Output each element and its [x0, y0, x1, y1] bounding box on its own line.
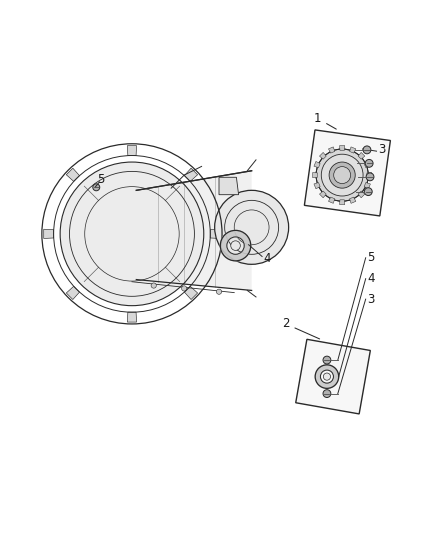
Text: 2: 2 — [282, 318, 320, 339]
Polygon shape — [367, 173, 372, 177]
Circle shape — [364, 188, 372, 196]
Polygon shape — [319, 191, 326, 198]
Circle shape — [321, 154, 363, 196]
Polygon shape — [220, 230, 251, 261]
Circle shape — [334, 167, 351, 183]
Polygon shape — [136, 171, 252, 290]
Polygon shape — [339, 200, 345, 205]
Polygon shape — [350, 197, 356, 203]
Circle shape — [93, 184, 100, 191]
Polygon shape — [358, 152, 365, 159]
Circle shape — [365, 159, 373, 167]
Circle shape — [316, 149, 368, 201]
Polygon shape — [328, 197, 335, 203]
Polygon shape — [44, 229, 54, 238]
Polygon shape — [296, 340, 371, 414]
Circle shape — [323, 390, 331, 398]
Polygon shape — [314, 161, 320, 168]
Polygon shape — [364, 161, 371, 168]
Circle shape — [182, 286, 187, 291]
Polygon shape — [328, 147, 335, 153]
Circle shape — [215, 190, 289, 264]
Polygon shape — [339, 146, 345, 150]
Polygon shape — [364, 182, 371, 189]
Circle shape — [323, 356, 331, 364]
Circle shape — [60, 162, 204, 305]
Polygon shape — [127, 312, 137, 322]
Polygon shape — [350, 147, 356, 153]
Text: 3: 3 — [367, 293, 374, 305]
Polygon shape — [184, 168, 198, 181]
Text: 5: 5 — [97, 173, 105, 186]
Text: 5: 5 — [367, 251, 374, 264]
Circle shape — [329, 162, 355, 188]
Polygon shape — [313, 173, 318, 177]
Text: 4: 4 — [263, 252, 271, 265]
Circle shape — [231, 241, 240, 251]
Polygon shape — [315, 365, 339, 389]
Circle shape — [366, 173, 374, 181]
Text: 4: 4 — [367, 272, 374, 285]
Polygon shape — [66, 168, 80, 181]
Text: 1: 1 — [314, 112, 336, 129]
Polygon shape — [219, 177, 239, 195]
Polygon shape — [319, 152, 326, 159]
Text: 3: 3 — [378, 143, 385, 156]
Polygon shape — [210, 229, 220, 238]
Circle shape — [216, 289, 222, 294]
Circle shape — [363, 146, 371, 154]
Polygon shape — [304, 130, 390, 216]
Polygon shape — [127, 146, 137, 156]
Polygon shape — [184, 286, 198, 300]
Polygon shape — [66, 286, 80, 300]
Circle shape — [323, 373, 331, 380]
Circle shape — [151, 283, 156, 288]
Polygon shape — [358, 191, 365, 198]
Polygon shape — [314, 182, 320, 189]
